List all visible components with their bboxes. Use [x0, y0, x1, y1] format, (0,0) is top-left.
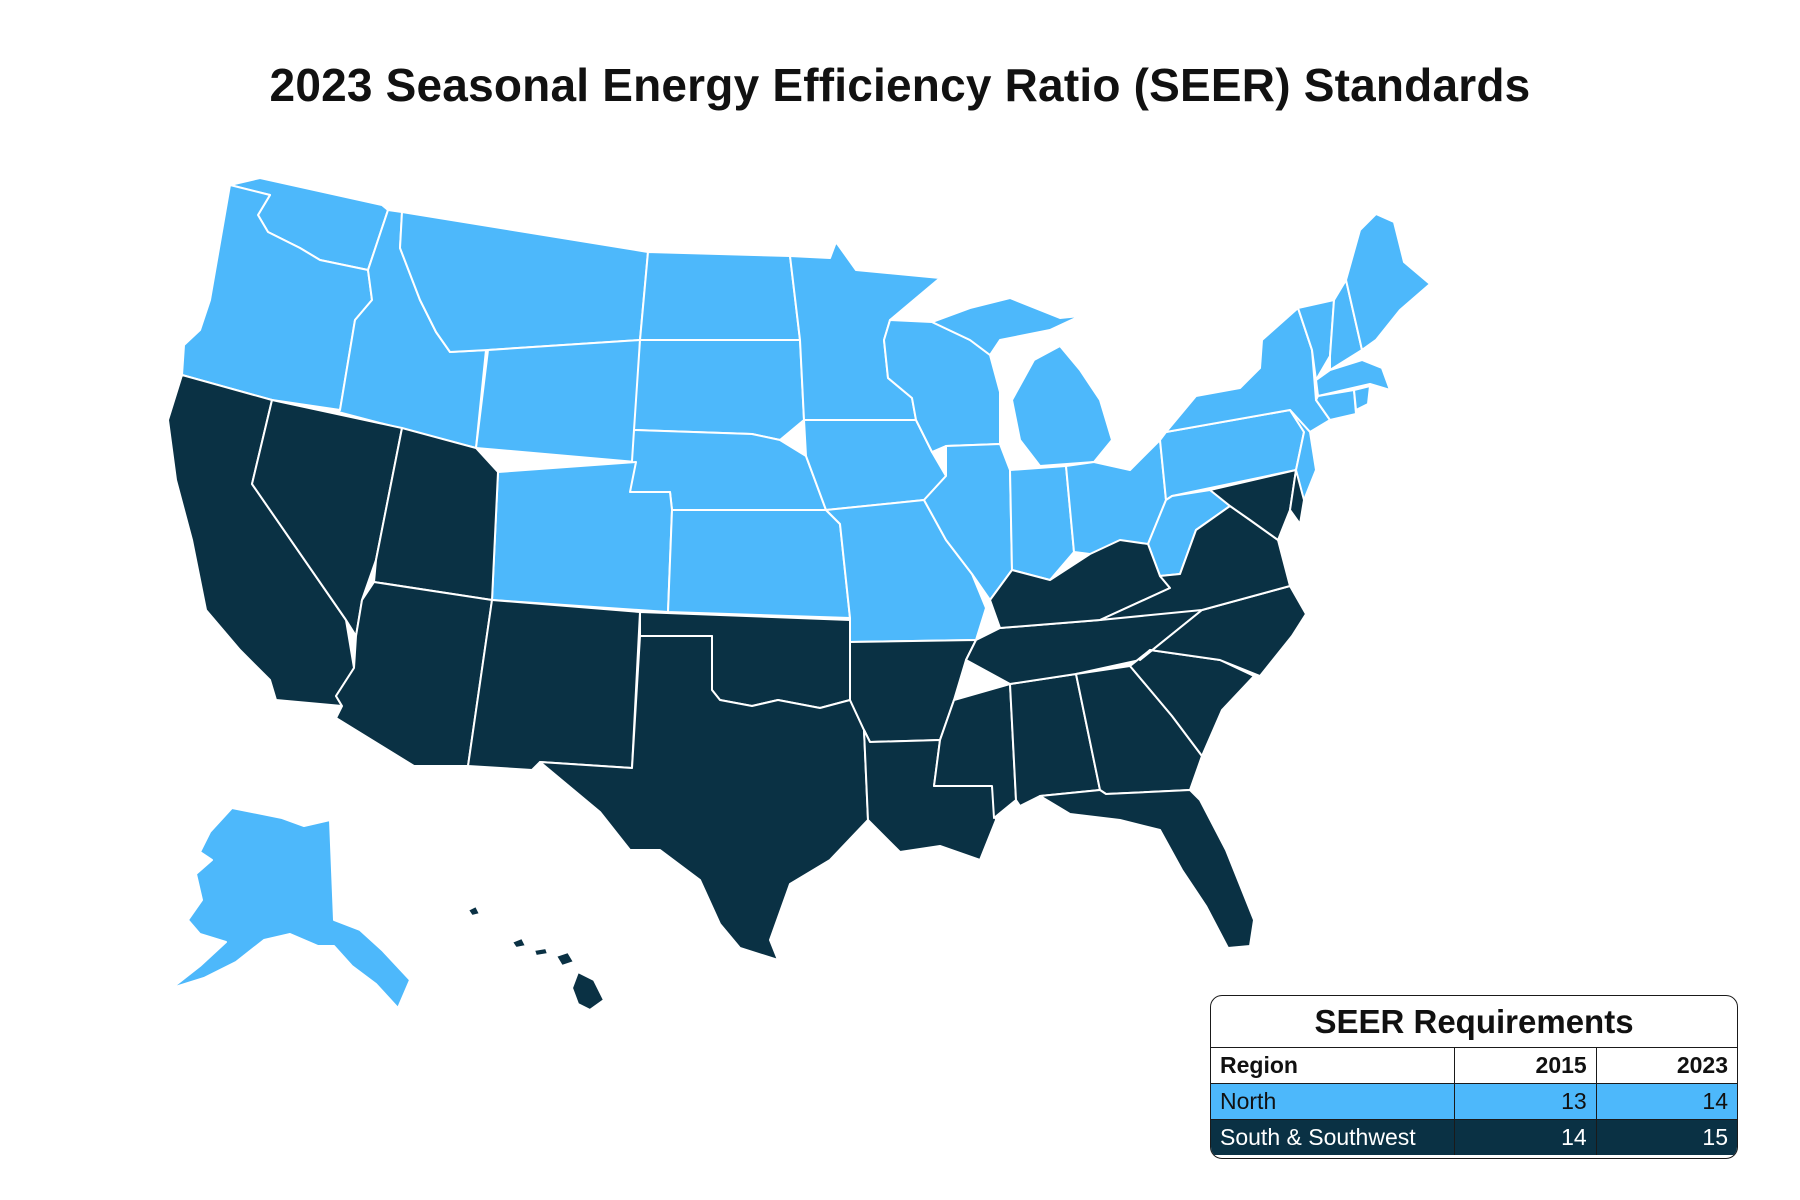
header-2015: 2015: [1454, 1048, 1597, 1084]
state-vermont: [1297, 299, 1335, 381]
value-2023: 15: [1596, 1119, 1737, 1155]
state-indiana: [1009, 465, 1075, 581]
state-hawaii-main: [571, 971, 605, 1011]
state-maine: [1345, 213, 1431, 351]
state-michigan-lower: [1011, 345, 1113, 467]
state-new-hampshire: [1329, 279, 1363, 371]
value-2023: 14: [1596, 1083, 1737, 1120]
state-north-dakota: [639, 251, 801, 341]
legend-table: Region 2015 2023 North 13 14 South & Sou…: [1211, 1048, 1737, 1155]
state-hawaii-molokai: [533, 947, 549, 957]
state-new-mexico: [467, 599, 641, 771]
state-alaska: [171, 807, 411, 1009]
state-arizona: [335, 581, 493, 767]
region-name: South & Southwest: [1211, 1119, 1456, 1155]
state-delaware: [1289, 469, 1305, 525]
legend-header-row: Region 2015 2023: [1211, 1048, 1737, 1084]
region-name: North: [1211, 1083, 1456, 1120]
value-2015: 13: [1454, 1083, 1597, 1120]
legend-title: SEER Requirements: [1211, 996, 1737, 1048]
legend-row-north: North 13 14: [1211, 1083, 1737, 1120]
state-connecticut: [1315, 389, 1357, 421]
seer-legend: SEER Requirements Region 2015 2023 North…: [1210, 995, 1738, 1159]
legend-row-south: South & Southwest 14 15: [1211, 1119, 1737, 1155]
state-hawaii-oahu: [511, 937, 527, 949]
header-2023: 2023: [1596, 1048, 1737, 1084]
state-kentucky: [989, 539, 1171, 629]
page-title: 2023 Seasonal Energy Efficiency Ratio (S…: [269, 59, 1531, 111]
state-rhode-island: [1353, 385, 1371, 411]
state-illinois: [923, 443, 1013, 601]
value-2015: 14: [1454, 1119, 1597, 1155]
state-wyoming: [475, 339, 641, 463]
state-texas: [539, 635, 869, 961]
header-region: Region: [1211, 1048, 1456, 1084]
state-kansas: [667, 509, 851, 619]
state-florida: [1039, 789, 1255, 949]
state-hawaii-maui: [555, 951, 575, 967]
state-michigan-upper: [931, 297, 1081, 356]
state-south-dakota: [633, 339, 805, 441]
state-montana: [399, 211, 649, 353]
state-hawaii-kauai: [467, 905, 481, 917]
